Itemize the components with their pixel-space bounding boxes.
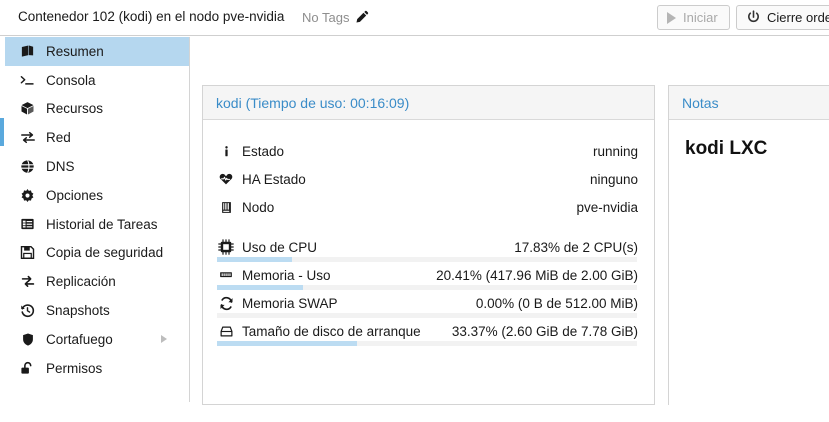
shutdown-button-label: Cierre ordenado — [767, 10, 829, 25]
status-row-label: Memoria - Uso — [242, 267, 331, 283]
status-row-label: HA Estado — [242, 171, 306, 187]
status-row-label: Nodo — [242, 199, 275, 215]
usage-progress-bar — [217, 285, 637, 290]
info-icon — [217, 143, 235, 159]
status-row: Tamaño de disco de arranque 33.37% (2.60 … — [217, 317, 640, 346]
sidebar-item-replicaci-n[interactable]: Replicación — [5, 267, 189, 296]
replicate-icon — [19, 273, 36, 290]
disk-icon — [217, 323, 235, 339]
notes-panel: Notas kodi LXC — [668, 85, 829, 422]
globe-icon — [19, 158, 36, 175]
sidebar: Resumen Consola Recursos Red DNS Opciones Hist… — [5, 37, 190, 402]
sidebar-item-snapshots[interactable]: Snapshots — [5, 296, 189, 325]
usage-progress-fill — [217, 257, 292, 262]
sidebar-item-label: Recursos — [46, 101, 104, 117]
pencil-icon[interactable] — [355, 10, 369, 24]
start-button-label: Iniciar — [683, 10, 718, 25]
shield-icon — [19, 331, 36, 348]
status-row: Estado running — [217, 137, 640, 165]
usage-progress-bar — [217, 341, 637, 346]
usage-progress-bar — [217, 257, 637, 262]
sidebar-item-label: Red — [46, 130, 71, 146]
cpu-icon — [217, 239, 235, 255]
floppy-icon — [19, 244, 36, 261]
sidebar-item-label: Replicación — [46, 274, 116, 290]
shutdown-button[interactable]: Cierre ordenado — [736, 5, 829, 30]
top-toolbar: Contenedor 102 (kodi) en el nodo pve-nvi… — [0, 0, 829, 36]
terminal-icon — [19, 72, 36, 89]
summary-panel-body: Estado running HA Estado ninguno Nodo pve-nvi… — [203, 120, 654, 404]
usage-progress-bar — [217, 313, 637, 318]
sidebar-item-label: Historial de Tareas — [46, 216, 158, 232]
status-row-label: Memoria SWAP — [242, 295, 338, 311]
page-title: Contenedor 102 (kodi) en el nodo pve-nvi… — [18, 9, 285, 24]
left-edge-accent — [0, 118, 4, 146]
status-row-label: Estado — [242, 143, 285, 159]
notes-panel-header: Notas — [669, 86, 829, 120]
status-row: Memoria SWAP 0.00% (0 B de 512.00 MiB) — [217, 289, 640, 318]
row-spacer — [217, 221, 640, 233]
status-row-value: 0.00% (0 B de 512.00 MiB) — [475, 295, 638, 311]
notes-panel-body[interactable]: kodi LXC — [669, 120, 829, 422]
status-row: Memoria - Uso 20.41% (417.96 MiB de 2.00 … — [217, 261, 640, 290]
sidebar-item-label: Copia de seguridad — [46, 245, 164, 261]
status-row: Uso de CPU 17.83% de 2 CPU(s) — [217, 233, 640, 262]
sidebar-item-resumen[interactable]: Resumen — [5, 37, 189, 66]
status-row-value: ninguno — [589, 171, 638, 187]
status-row-value: 33.37% (2.60 GiB de 7.78 GiB) — [451, 323, 638, 339]
sidebar-item-dns[interactable]: DNS — [5, 152, 189, 181]
server-icon — [217, 199, 235, 215]
tags-label[interactable]: No Tags — [302, 10, 350, 25]
sidebar-item-historial-de-tareas[interactable]: Historial de Tareas — [5, 210, 189, 239]
sidebar-item-label: Resumen — [46, 43, 104, 59]
sidebar-item-opciones[interactable]: Opciones — [5, 181, 189, 210]
sidebar-item-label: Opciones — [46, 187, 104, 203]
network-icon — [19, 129, 36, 146]
sidebar-item-label: DNS — [46, 159, 75, 175]
unlock-icon — [19, 360, 36, 377]
notes-content: kodi LXC — [685, 138, 768, 159]
usage-progress-fill — [217, 341, 358, 346]
start-button[interactable]: Iniciar — [657, 5, 730, 30]
status-row-value: 17.83% de 2 CPU(s) — [514, 239, 638, 255]
sidebar-item-recursos[interactable]: Recursos — [5, 95, 189, 124]
play-icon — [667, 11, 676, 24]
status-row-label: Uso de CPU — [242, 239, 318, 255]
sidebar-item-consola[interactable]: Consola — [5, 66, 189, 95]
gear-icon — [19, 187, 36, 204]
history-icon — [19, 302, 36, 319]
status-row: HA Estado ninguno — [217, 165, 640, 193]
power-icon — [746, 10, 761, 25]
status-row-value: 20.41% (417.96 MiB de 2.00 GiB) — [436, 267, 638, 283]
sidebar-item-label: Snapshots — [46, 303, 110, 319]
sidebar-item-copia-de-seguridad[interactable]: Copia de seguridad — [5, 239, 189, 268]
sidebar-item-red[interactable]: Red — [5, 123, 189, 152]
sidebar-item-permisos[interactable]: Permisos — [5, 354, 189, 383]
usage-progress-fill — [217, 285, 303, 290]
status-row-value: pve-nvidia — [576, 199, 638, 215]
cube-icon — [19, 100, 36, 117]
swap-icon — [217, 295, 235, 311]
book-icon — [19, 43, 36, 60]
chevron-right-icon — [161, 335, 167, 344]
sidebar-item-label: Cortafuego — [46, 331, 113, 347]
status-row-value: running — [592, 143, 638, 159]
sidebar-item-label: Permisos — [46, 360, 103, 376]
sidebar-item-cortafuego[interactable]: Cortafuego — [5, 325, 189, 354]
summary-panel-header: kodi (Tiempo de uso: 00:16:09) — [203, 86, 654, 120]
status-row: Nodo pve-nvidia — [217, 193, 640, 221]
status-row-label: Tamaño de disco de arranque — [242, 323, 421, 339]
sidebar-item-label: Consola — [46, 72, 96, 88]
list-icon — [19, 216, 36, 233]
summary-panel: kodi (Tiempo de uso: 00:16:09) Estado run… — [202, 85, 655, 405]
heartbeat-icon — [217, 171, 235, 187]
memory-icon — [217, 267, 235, 283]
